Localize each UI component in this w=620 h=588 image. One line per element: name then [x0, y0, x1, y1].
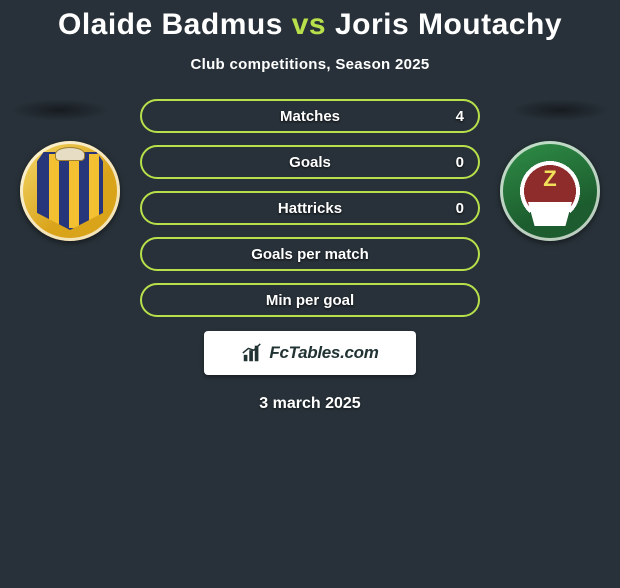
stat-right-value: 0 — [456, 200, 464, 217]
bar-chart-icon — [241, 342, 263, 364]
crest-band — [530, 212, 570, 218]
crest-ring — [509, 150, 591, 232]
stat-right-value: 4 — [456, 108, 464, 125]
stat-pill-list: Matches 4 Goals 0 Hattricks 0 Goals per … — [140, 99, 480, 317]
stat-label: Goals — [289, 154, 331, 171]
stat-row-hattricks: Hattricks 0 — [140, 191, 480, 225]
brand-badge: FcTables.com — [204, 331, 416, 375]
stat-label: Goals per match — [251, 246, 369, 263]
club-badge-left — [20, 141, 120, 241]
brand-text: FcTables.com — [269, 343, 378, 363]
generated-date: 3 march 2025 — [0, 395, 620, 413]
stat-row-matches: Matches 4 — [140, 99, 480, 133]
vs-separator: vs — [292, 8, 326, 41]
stat-label: Hattricks — [278, 200, 342, 217]
stat-label: Min per goal — [266, 292, 354, 309]
comparison-stage: Matches 4 Goals 0 Hattricks 0 Goals per … — [0, 99, 620, 317]
stat-right-value: 0 — [456, 154, 464, 171]
vs-title: Olaide Badmus vs Joris Moutachy — [0, 8, 620, 42]
crest-stripes — [37, 152, 103, 230]
stat-row-min-per-goal: Min per goal — [140, 283, 480, 317]
crest-scroll — [55, 147, 85, 161]
stat-row-goals: Goals 0 — [140, 145, 480, 179]
stat-label: Matches — [280, 108, 340, 125]
player2-name: Joris Moutachy — [335, 8, 562, 41]
stat-row-goals-per-match: Goals per match — [140, 237, 480, 271]
badge-shadow-right — [510, 99, 610, 121]
badge-shadow-left — [10, 99, 110, 121]
subtitle: Club competitions, Season 2025 — [0, 56, 620, 73]
club-badge-right — [500, 141, 600, 241]
player1-name: Olaide Badmus — [58, 8, 283, 41]
